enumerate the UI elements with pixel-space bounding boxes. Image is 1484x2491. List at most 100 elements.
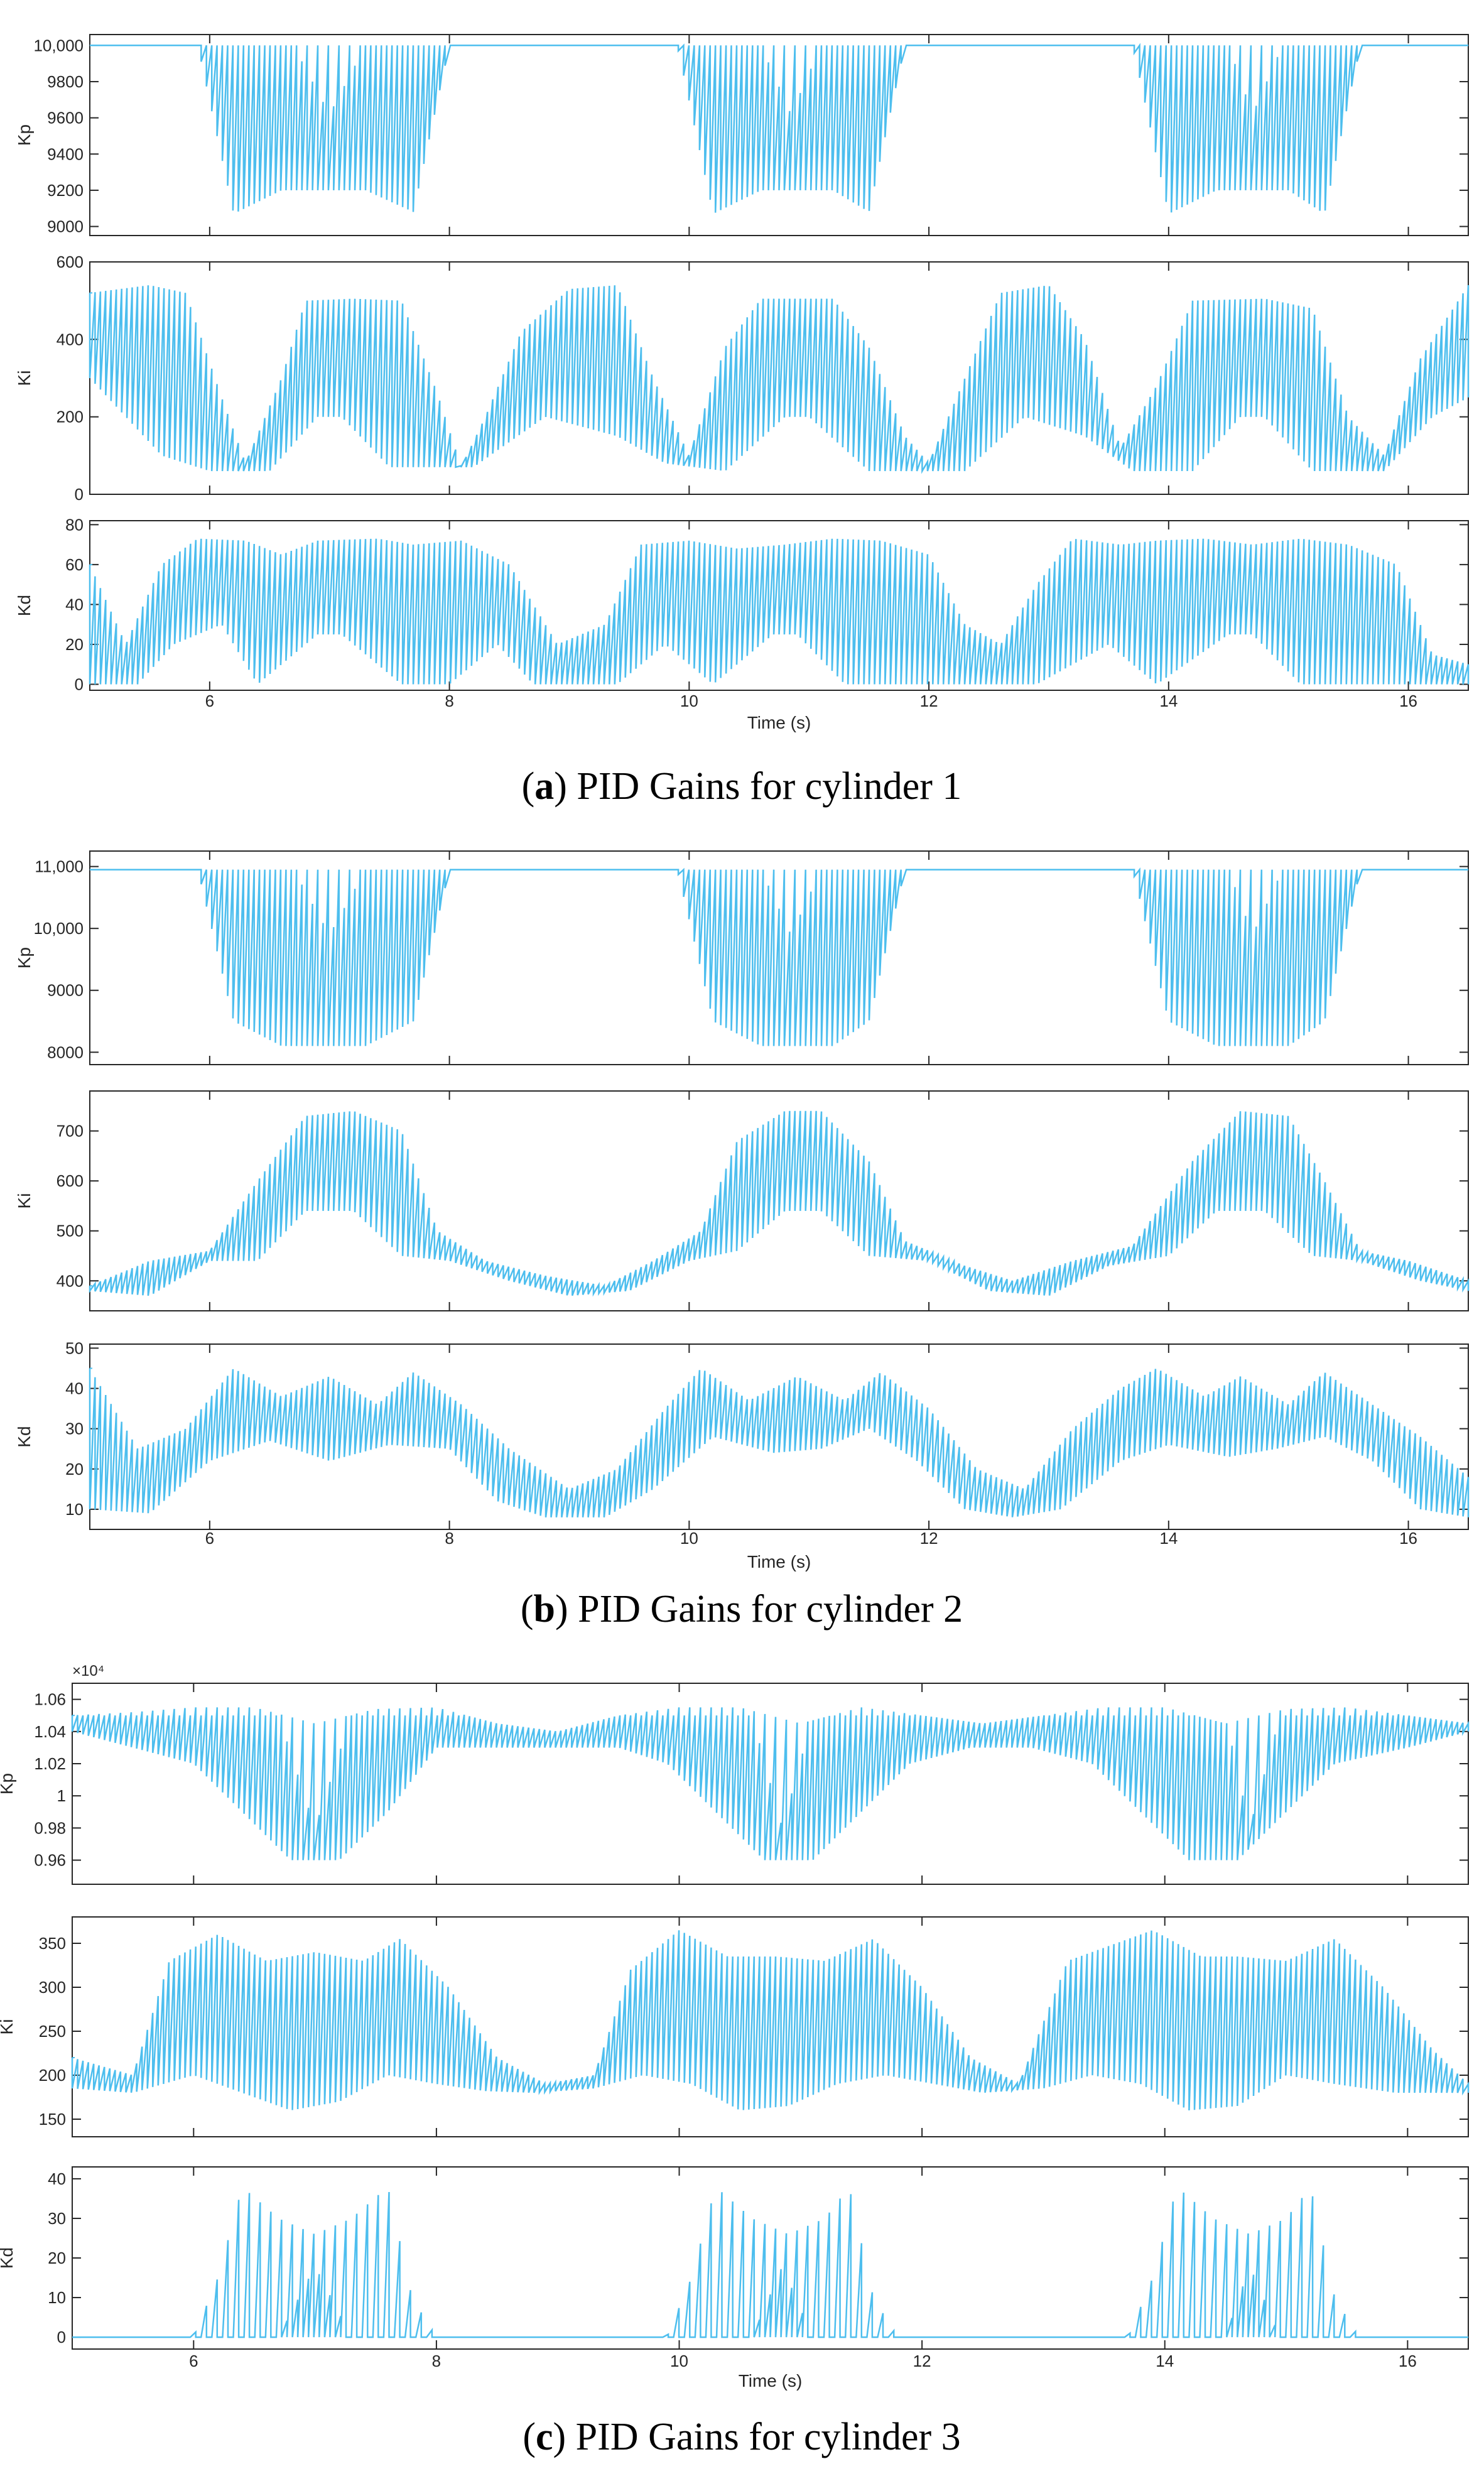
x-tick-label: 16	[1399, 1529, 1417, 1548]
y-tick-label: 40	[65, 1379, 84, 1398]
y-tick-label: 400	[57, 330, 84, 349]
y-tick-label: 0.98	[34, 1818, 66, 1837]
y-tick-label: 600	[57, 1171, 84, 1190]
series-line-kd	[72, 2191, 1468, 2338]
y-tick-label: 400	[57, 1271, 84, 1290]
caption-letter: b	[534, 1588, 555, 1631]
y-tick-label: 10,000	[33, 919, 84, 938]
y-tick-label: 9200	[47, 181, 84, 200]
y-tick-label: 50	[65, 1338, 84, 1357]
y-tick-label: 1.06	[34, 1690, 66, 1709]
y-axis-label: Kp	[14, 947, 34, 969]
y-axis-label: Ki	[14, 371, 34, 386]
x-tick-label: 12	[920, 1529, 938, 1548]
y-tick-label: 20	[65, 1460, 84, 1479]
subplot-ki: 150 200 250 300 350 Ki	[0, 1916, 1470, 2137]
series-line-kp	[90, 43, 1468, 213]
x-tick-label: 10	[680, 692, 698, 710]
x-axis-label: Time (s)	[739, 2371, 803, 2391]
x-tick-label: 14	[1159, 1529, 1178, 1548]
y-tick-label: 150	[39, 2110, 66, 2129]
y-axis-label: Ki	[0, 2019, 16, 2035]
chart-panel-b: 8000 9000 10,000 11,000 Kp 400 500 600 700 Ki 10 20…	[14, 850, 1470, 1631]
y-tick-label: 9400	[47, 144, 84, 163]
x-axis-label: Time (s)	[747, 713, 811, 732]
y-tick-label: 9000	[47, 981, 84, 1000]
y-tick-label: 9800	[47, 72, 84, 91]
y-axis-label: Kd	[14, 595, 34, 616]
y-tick-label: 30	[65, 1419, 84, 1438]
panel-caption: (a) PID Gains for cylinder 1	[522, 765, 962, 808]
x-tick-label: 12	[920, 692, 938, 710]
subplot-kp: 9000 9200 9400 9600 9800 10,000 Kp	[14, 34, 1469, 236]
y-tick-label: 600	[57, 252, 84, 271]
series-line-ki	[71, 1930, 1470, 2111]
x-axis-label: Time (s)	[747, 1552, 811, 1571]
y-tick-label: 700	[57, 1122, 84, 1141]
x-tick-label: 12	[913, 2352, 931, 2370]
y-tick-label: 11,000	[35, 857, 84, 876]
x-tick-label: 10	[670, 2352, 688, 2370]
x-tick-label: 8	[432, 2352, 441, 2370]
y-tick-label: 9000	[47, 217, 84, 236]
y-axis-label: Ki	[14, 1193, 34, 1209]
y-tick-label: 40	[48, 2169, 66, 2188]
y-exponent-label: ×10⁴	[72, 1663, 104, 1680]
x-tick-label: 10	[680, 1529, 698, 1548]
y-tick-label: 9600	[47, 109, 84, 128]
caption-letter: c	[536, 2416, 553, 2458]
y-tick-label: 0.96	[34, 1851, 66, 1870]
x-tick-label: 16	[1399, 692, 1417, 710]
series-line-kd	[89, 538, 1470, 685]
pid-gains-figure: 9000920094009600980010,000Kp0200400600Ki…	[0, 34, 1470, 2458]
x-tick-label: 8	[445, 1529, 453, 1548]
x-tick-label: 14	[1156, 2352, 1174, 2370]
y-tick-label: 350	[39, 1934, 66, 1953]
y-tick-label: 10	[65, 1500, 84, 1519]
y-axis-label: Kp	[0, 1773, 16, 1794]
subplot-kp: 0.96 0.98 1 1.02 1.04 1.06 Kp ×10⁴	[0, 1663, 1470, 1885]
subplot-kd: 0 20 40 60 80 Kd	[14, 515, 1470, 693]
y-tick-label: 10,000	[33, 36, 84, 55]
x-tick-label: 16	[1399, 2352, 1417, 2370]
chart-panel-c: 0.960.9811.021.041.06Kp×10⁴1502002503003…	[0, 1663, 1470, 2458]
caption-letter: a	[534, 765, 554, 808]
subplot-ki: 0 200 400 600 Ki	[14, 252, 1470, 504]
y-tick-label: 200	[57, 408, 84, 426]
y-tick-label: 0	[75, 485, 84, 504]
subplot-ki: 400 500 600 700 Ki	[14, 1090, 1470, 1311]
y-tick-label: 1.02	[34, 1754, 66, 1773]
chart-panel-a: 9000920094009600980010,000Kp0200400600Ki…	[14, 34, 1470, 808]
y-tick-label: 0	[57, 2328, 66, 2347]
y-tick-label: 200	[39, 2066, 66, 2085]
panel-caption: (b) PID Gains for cylinder 2	[521, 1588, 963, 1631]
y-tick-label: 60	[65, 555, 84, 574]
series-line-kp	[90, 867, 1468, 1046]
series-line-kp	[71, 1707, 1470, 1860]
y-tick-label: 250	[39, 2022, 66, 2041]
series-line-kd	[89, 1368, 1470, 1518]
y-tick-label: 8000	[47, 1043, 84, 1061]
y-tick-label: 20	[65, 635, 84, 654]
series-line-ki	[89, 285, 1470, 474]
y-tick-label: 30	[48, 2209, 66, 2228]
x-tick-label: 14	[1159, 692, 1178, 710]
y-tick-label: 0	[75, 675, 84, 693]
y-tick-label: 500	[57, 1222, 84, 1240]
y-tick-label: 40	[65, 595, 84, 614]
y-tick-label: 20	[48, 2249, 66, 2267]
subplot-kd: 0 10 20 30 40 Kd	[0, 2166, 1469, 2350]
y-axis-label: Kd	[0, 2247, 16, 2269]
x-tick-label: 6	[205, 1529, 214, 1548]
y-tick-label: 1.04	[34, 1722, 66, 1741]
x-tick-label: 6	[205, 692, 214, 710]
x-tick-label: 6	[189, 2352, 198, 2370]
y-tick-label: 1	[57, 1786, 66, 1805]
y-axis-label: Kp	[14, 124, 34, 146]
y-tick-label: 80	[65, 515, 84, 534]
y-tick-label: 10	[48, 2288, 66, 2307]
subplot-kd: 10 20 30 40 50 Kd	[14, 1338, 1470, 1530]
x-tick-label: 8	[445, 692, 453, 710]
y-tick-label: 300	[39, 1978, 66, 1997]
